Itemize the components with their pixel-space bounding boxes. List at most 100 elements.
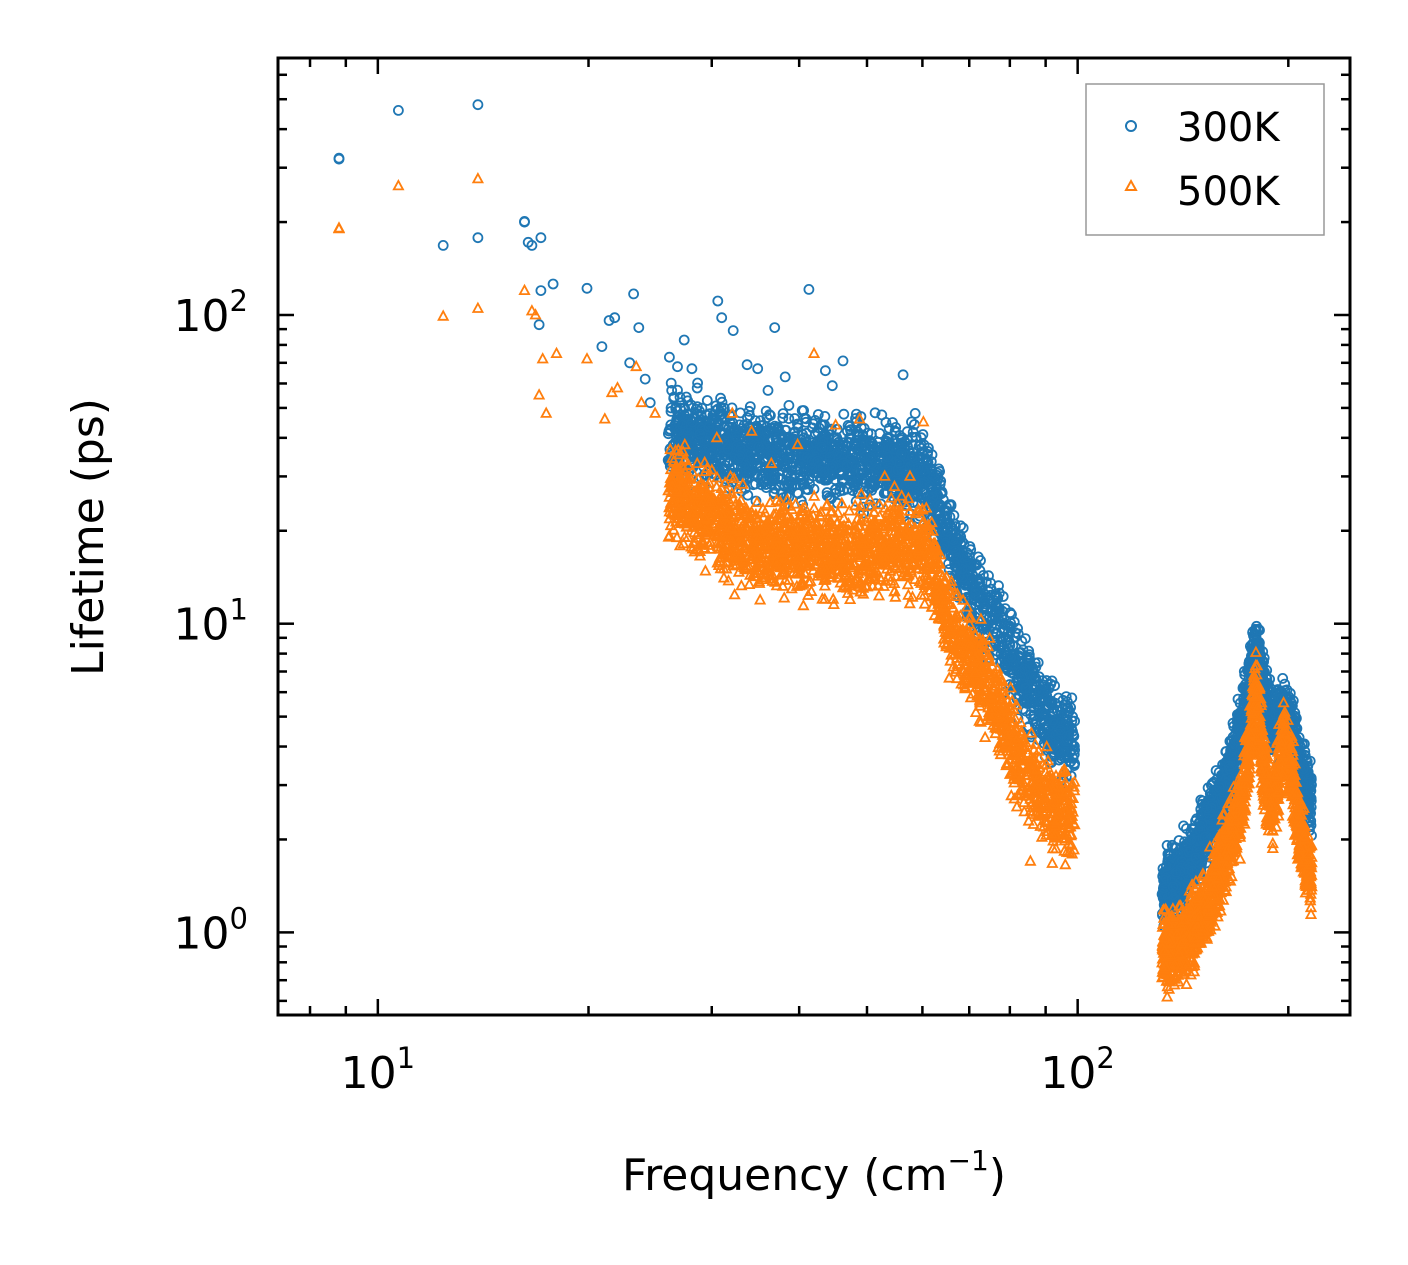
point-300k xyxy=(716,396,728,408)
point-300k xyxy=(691,401,703,413)
point-300k xyxy=(864,477,875,489)
point-300k xyxy=(956,563,968,575)
point-300k xyxy=(894,488,906,500)
point-300k xyxy=(880,416,892,428)
point-300k xyxy=(1039,702,1051,714)
point-300k xyxy=(675,397,687,409)
point-300k xyxy=(935,499,946,511)
point-300k xyxy=(1017,644,1029,656)
point-300k xyxy=(755,424,767,436)
point-300k xyxy=(783,399,795,411)
point-300k xyxy=(955,520,966,532)
point-300k xyxy=(665,419,677,431)
point-300k xyxy=(1048,715,1059,726)
point-300k xyxy=(834,442,846,454)
point-300k xyxy=(789,440,801,452)
point-300k xyxy=(912,462,924,474)
point-300k xyxy=(824,451,836,463)
point-300k xyxy=(807,462,818,474)
point-300k xyxy=(1181,823,1192,834)
point-300k xyxy=(890,421,902,433)
point-300k xyxy=(961,551,973,563)
point-300k xyxy=(812,455,824,467)
point-300k xyxy=(807,422,818,434)
point-300k xyxy=(751,454,762,466)
point-300k xyxy=(1026,695,1038,707)
point-300k xyxy=(874,441,886,453)
point-300k xyxy=(1018,696,1030,707)
point-300k xyxy=(813,422,825,434)
point-300k xyxy=(941,525,953,537)
point-300k xyxy=(713,419,724,431)
point-300k xyxy=(1015,647,1027,658)
point-300k xyxy=(757,470,769,482)
point-300k xyxy=(665,377,677,389)
point-300k xyxy=(974,576,986,588)
point-300k xyxy=(1062,702,1073,714)
point-300k xyxy=(739,459,751,471)
point-300k xyxy=(940,518,952,529)
point-300k xyxy=(786,481,797,493)
point-300k xyxy=(865,437,877,449)
point-300k xyxy=(989,613,1001,625)
point-300k xyxy=(874,477,886,489)
point-300k xyxy=(731,431,742,443)
point-300k xyxy=(673,425,685,437)
point-300k xyxy=(901,426,913,438)
point-300k xyxy=(686,416,698,428)
point-300k xyxy=(883,422,895,434)
point-300k xyxy=(817,436,829,447)
point-300k xyxy=(993,587,1005,599)
point-300k xyxy=(670,403,682,415)
point-300k xyxy=(782,452,794,464)
point-300k xyxy=(769,420,781,432)
point-300k xyxy=(939,539,950,550)
point-300k xyxy=(762,452,774,464)
point-300k xyxy=(854,452,866,464)
point-300k xyxy=(909,489,921,501)
point-300k xyxy=(895,448,907,460)
point-300k xyxy=(865,467,877,479)
point-300k xyxy=(882,451,894,463)
point-300k xyxy=(819,466,830,478)
point-300k xyxy=(1024,661,1036,673)
point-300k xyxy=(998,653,1010,665)
point-300k xyxy=(859,451,871,463)
point-300k xyxy=(1004,639,1016,651)
point-300k xyxy=(1054,747,1066,758)
point-300k xyxy=(677,419,688,431)
point-300k xyxy=(945,499,957,511)
point-300k xyxy=(906,416,917,428)
point-300k xyxy=(1178,820,1189,832)
point-300k xyxy=(681,408,693,420)
point-300k xyxy=(776,474,787,485)
point-300k xyxy=(1019,663,1031,675)
point-300k xyxy=(777,412,789,424)
point-300k xyxy=(1032,657,1044,668)
point-300k xyxy=(779,462,791,473)
point-300k xyxy=(1305,795,1317,807)
point-300k xyxy=(727,443,739,455)
point-300k xyxy=(879,486,891,498)
point-300k xyxy=(823,429,835,441)
scatter-points xyxy=(332,99,1318,1002)
point-300k xyxy=(726,402,738,414)
point-300k xyxy=(680,436,692,448)
point-300k xyxy=(819,410,831,422)
point-300k xyxy=(979,602,990,613)
point-300k xyxy=(879,466,890,478)
point-300k xyxy=(783,413,795,425)
point-300k xyxy=(792,487,803,499)
point-300k xyxy=(705,448,717,460)
point-300k xyxy=(699,435,710,447)
point-300k xyxy=(743,405,755,417)
point-300k xyxy=(998,623,1010,635)
point-300k xyxy=(907,426,919,438)
point-300k xyxy=(816,441,827,453)
point-300k xyxy=(1054,717,1066,729)
point-300k xyxy=(892,464,903,476)
point-300k xyxy=(837,484,849,496)
point-300k xyxy=(701,409,713,421)
point-300k xyxy=(863,439,874,451)
point-300k xyxy=(703,421,715,433)
